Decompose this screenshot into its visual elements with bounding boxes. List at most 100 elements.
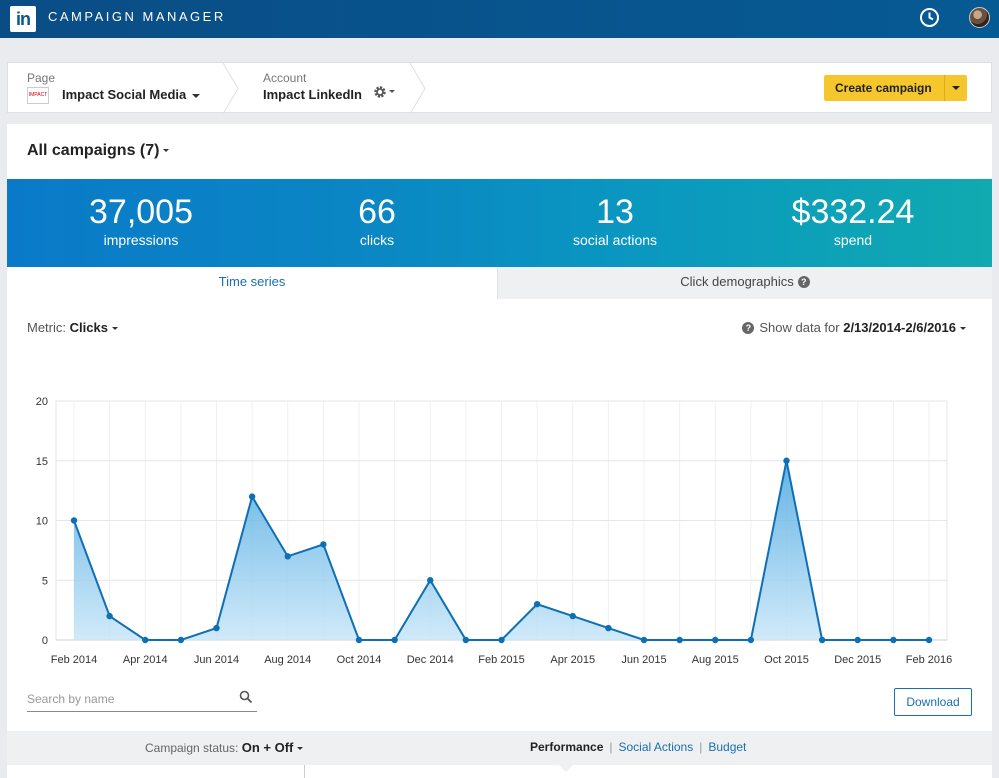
data-point	[640, 636, 648, 644]
campaign-group-selector[interactable]: All campaigns (7)	[27, 142, 170, 160]
data-point	[747, 636, 755, 644]
user-avatar[interactable]	[969, 7, 990, 28]
stat-value: 13	[596, 193, 634, 231]
chevron-down-icon	[297, 747, 304, 751]
chevron-down-icon	[192, 93, 201, 98]
view-performance[interactable]: Performance	[530, 740, 604, 754]
y-tick-label: 20	[36, 396, 48, 408]
help-icon[interactable]: ?	[797, 276, 810, 288]
campaigns-panel: All campaigns (7) 37,005 impressions 66 …	[7, 124, 992, 778]
search-placeholder: Search by name	[27, 692, 115, 706]
x-tick-label: Feb 2014	[51, 654, 97, 666]
y-tick-label: 0	[42, 635, 48, 647]
stat-label: spend	[833, 232, 873, 248]
clicks-time-series-chart: 0 5 10 15 20 Feb 2014 Apr 2014 Jun 2014 Aug 201…	[36, 396, 952, 666]
stat-social-actions: 13 social actions	[515, 193, 715, 249]
data-point	[605, 624, 612, 632]
page-name[interactable]: Impact Social Media	[62, 87, 201, 102]
account-selector[interactable]: Account Impact LinkedIn	[240, 63, 410, 114]
chevron-down-icon	[389, 90, 395, 94]
series-area	[74, 460, 929, 640]
x-tick-label: Jun 2014	[194, 654, 239, 666]
campaign-status-filter[interactable]: Campaign status: On + Off	[145, 740, 304, 755]
x-tick-label: Oct 2014	[337, 654, 382, 666]
x-tick-label: Feb 2015	[478, 654, 524, 666]
x-tick-label: Dec 2014	[407, 654, 454, 666]
download-button[interactable]: Download	[894, 688, 972, 716]
chevron-down-icon	[111, 327, 118, 331]
data-point	[498, 636, 505, 644]
view-separator: |	[609, 740, 613, 754]
data-point	[284, 553, 291, 560]
data-point	[70, 517, 78, 524]
view-social-actions[interactable]: Social Actions	[618, 740, 694, 754]
page-selector[interactable]: Page IMPACT Impact Social Media	[8, 63, 223, 114]
view-budget[interactable]: Budget	[708, 740, 747, 754]
data-point	[213, 624, 220, 632]
data-point	[427, 577, 434, 584]
x-tick-label: Oct 2015	[764, 654, 809, 666]
table-toolbar: Campaign status: On + Off Performance | So…	[7, 731, 992, 778]
chevron-down-icon	[163, 149, 170, 153]
search-icon[interactable]	[239, 690, 253, 704]
stat-label: social actions	[572, 232, 658, 248]
data-point	[177, 636, 185, 644]
x-tick-label: Feb 2016	[906, 654, 952, 666]
metric-selector[interactable]: Metric: Clicks	[27, 320, 118, 335]
date-range-selector[interactable]: ? Show data for 2/13/2014-2/6/2016	[742, 320, 966, 335]
search-input[interactable]: Search by name	[27, 686, 257, 712]
status-value: On + Off	[241, 740, 294, 755]
view-separator: |	[699, 740, 703, 754]
status-label: Campaign status:	[145, 741, 239, 755]
column-view-switcher: Performance | Social Actions | Budget	[530, 740, 746, 754]
account-name[interactable]: Impact LinkedIn	[263, 87, 362, 102]
tab-click-demographics[interactable]: Click demographics?	[497, 267, 992, 299]
breadcrumb-separator	[223, 63, 239, 114]
x-tick-label: Dec 2015	[834, 654, 881, 666]
chevron-down-icon[interactable]	[952, 86, 960, 90]
data-point	[462, 636, 470, 644]
history-clock-icon[interactable]	[919, 7, 940, 28]
app-title: CAMPAIGN MANAGER	[48, 9, 226, 24]
data-point	[355, 636, 363, 644]
page-label: Page	[27, 71, 56, 85]
y-tick-label: 5	[42, 575, 48, 587]
linkedin-logo[interactable]: in	[10, 6, 36, 32]
data-point	[854, 636, 861, 644]
stat-spend: $332.24 spend	[753, 193, 953, 249]
show-data-label: Show data for	[759, 320, 840, 335]
data-point	[142, 636, 149, 644]
data-point	[712, 636, 719, 644]
chevron-down-icon	[960, 327, 966, 331]
data-point	[676, 636, 683, 644]
top-navigation-bar: in CAMPAIGN MANAGER	[0, 0, 999, 38]
data-point	[890, 636, 897, 644]
settings-menu[interactable]	[372, 83, 395, 101]
data-point	[320, 541, 327, 548]
x-tick-label: Aug 2015	[692, 654, 739, 666]
summary-stats-banner: 37,005 impressions 66 clicks 13 social a…	[7, 179, 992, 267]
stat-clicks: 66 clicks	[277, 193, 477, 249]
stat-label: clicks	[359, 232, 395, 248]
tab-time-series[interactable]: Time series	[7, 267, 497, 299]
create-campaign-button[interactable]: Create campaign	[824, 75, 967, 101]
data-point	[248, 493, 256, 500]
date-range-value: 2/13/2014-2/6/2016	[843, 320, 956, 335]
data-point	[533, 600, 541, 608]
metric-value: Clicks	[69, 320, 108, 335]
table-divider	[304, 765, 305, 778]
y-tick-label: 10	[36, 516, 48, 528]
data-point	[925, 636, 933, 644]
data-point	[783, 457, 790, 464]
account-label: Account	[263, 71, 307, 85]
data-point	[391, 636, 398, 644]
button-divider	[944, 75, 945, 101]
data-point	[569, 612, 576, 620]
active-view-pointer	[559, 765, 573, 772]
create-campaign-label: Create campaign	[835, 81, 932, 95]
account-header: Page IMPACT Impact Social Media Account …	[7, 62, 992, 114]
chart-tabs: Time series Click demographics?	[7, 267, 992, 299]
data-point	[106, 612, 113, 620]
help-icon[interactable]: ?	[742, 322, 755, 334]
stat-impressions: 37,005 impressions	[41, 193, 241, 249]
